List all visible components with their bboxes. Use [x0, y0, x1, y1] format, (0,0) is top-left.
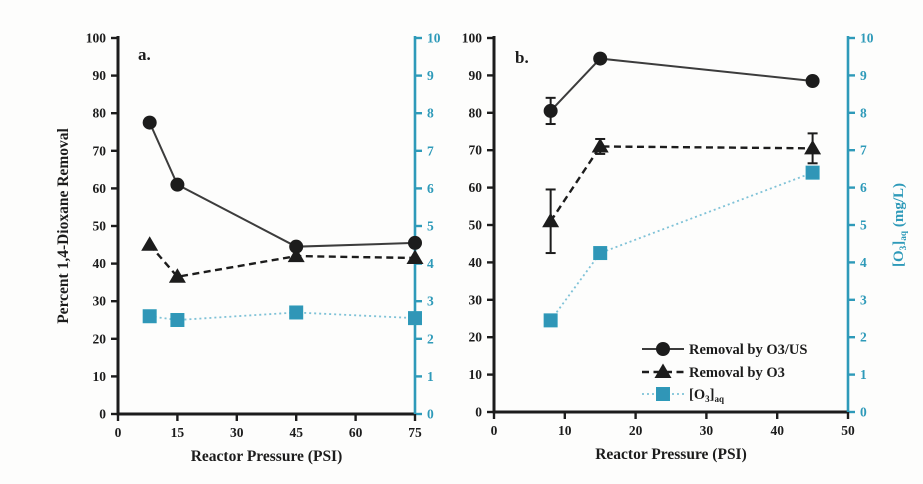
svg-text:4: 4 [860, 255, 867, 270]
svg-text:20: 20 [469, 330, 483, 345]
svg-text:40: 40 [770, 423, 784, 438]
svg-text:1: 1 [427, 369, 434, 384]
svg-text:0: 0 [860, 405, 867, 420]
svg-text:20: 20 [629, 423, 643, 438]
svg-text:80: 80 [93, 106, 107, 121]
svg-text:80: 80 [469, 105, 483, 120]
svg-text:50: 50 [469, 218, 483, 233]
svg-text:1: 1 [860, 367, 867, 382]
svg-text:30: 30 [469, 292, 483, 307]
svg-text:90: 90 [93, 68, 107, 83]
svg-text:b.: b. [515, 48, 529, 67]
svg-text:0: 0 [491, 423, 498, 438]
svg-text:10: 10 [469, 367, 483, 382]
svg-text:40: 40 [93, 256, 107, 271]
svg-text:3: 3 [860, 292, 867, 307]
svg-text:50: 50 [93, 219, 107, 234]
svg-text:45: 45 [289, 425, 303, 440]
svg-text:70: 70 [93, 143, 107, 158]
svg-text:5: 5 [860, 218, 867, 233]
svg-text:15: 15 [171, 425, 185, 440]
svg-text:10: 10 [860, 31, 874, 46]
svg-text:30: 30 [93, 294, 107, 309]
svg-text:[O3]aq (mg/L): [O3]aq (mg/L) [891, 183, 909, 267]
svg-text:3: 3 [427, 294, 434, 309]
svg-text:10: 10 [558, 423, 572, 438]
svg-text:0: 0 [427, 407, 434, 422]
svg-text:Percent 1,4-Dioxane Removal: Percent 1,4-Dioxane Removal [55, 128, 72, 324]
svg-text:20: 20 [93, 331, 107, 346]
svg-text:60: 60 [93, 181, 107, 196]
svg-text:7: 7 [860, 143, 867, 158]
svg-text:40: 40 [469, 255, 483, 270]
svg-text:6: 6 [860, 180, 867, 195]
svg-text:Removal by O3: Removal by O3 [689, 365, 785, 381]
svg-text:50: 50 [841, 423, 855, 438]
svg-text:75: 75 [408, 425, 422, 440]
svg-text:9: 9 [427, 68, 434, 83]
svg-text:60: 60 [469, 180, 483, 195]
svg-text:5: 5 [427, 219, 434, 234]
svg-text:0: 0 [99, 407, 106, 422]
svg-text:8: 8 [860, 105, 867, 120]
svg-text:90: 90 [469, 68, 483, 83]
svg-text:100: 100 [86, 31, 107, 46]
svg-text:30: 30 [700, 423, 714, 438]
svg-text:4: 4 [427, 256, 434, 271]
svg-text:6: 6 [427, 181, 434, 196]
svg-text:a.: a. [138, 45, 151, 64]
svg-text:60: 60 [349, 425, 363, 440]
svg-text:2: 2 [427, 331, 434, 346]
svg-text:100: 100 [462, 31, 483, 46]
svg-text:10: 10 [427, 31, 441, 46]
svg-text:[O3]aq: [O3]aq [689, 387, 724, 404]
svg-text:Reactor Pressure (PSI): Reactor Pressure (PSI) [191, 448, 343, 465]
svg-text:10: 10 [93, 369, 107, 384]
svg-text:30: 30 [230, 425, 244, 440]
svg-text:Removal by O3/US: Removal by O3/US [689, 342, 807, 358]
svg-text:0: 0 [475, 405, 482, 420]
svg-text:Reactor Pressure (PSI): Reactor Pressure (PSI) [595, 446, 747, 463]
svg-text:8: 8 [427, 106, 434, 121]
svg-text:9: 9 [860, 68, 867, 83]
svg-text:2: 2 [860, 330, 867, 345]
svg-text:0: 0 [115, 425, 122, 440]
svg-text:7: 7 [427, 143, 434, 158]
svg-text:70: 70 [469, 143, 483, 158]
